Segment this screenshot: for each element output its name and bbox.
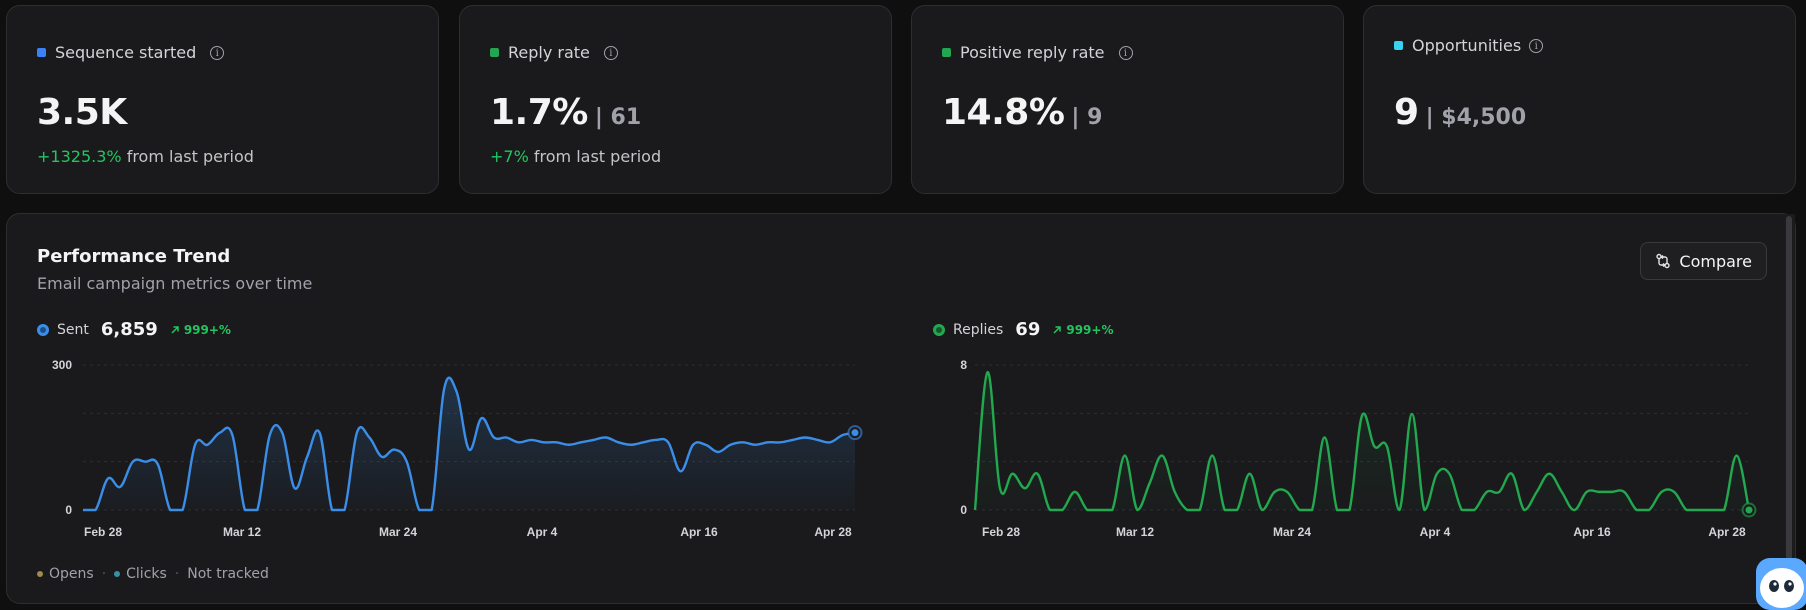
stat-card-positive-reply-rate: Positive reply rate i 14.8% | 9	[911, 5, 1344, 194]
opportunities-dot-icon	[1394, 41, 1403, 50]
sent-delta: 999+%	[170, 323, 231, 337]
end-marker	[851, 429, 859, 437]
replies-value: 69	[1015, 319, 1041, 340]
chart-legend: Opens · Clicks · Not tracked	[37, 566, 269, 582]
stat-secondary: | $4,500	[1425, 105, 1527, 130]
stat-label: Reply rate	[508, 43, 590, 62]
stat-value-row: 1.7% | 61	[490, 92, 641, 133]
info-icon[interactable]: i	[210, 45, 225, 60]
x-tick-label: Mar 12	[223, 525, 261, 539]
x-tick-label: Apr 28	[1708, 525, 1746, 539]
x-tick-label: Apr 28	[814, 525, 852, 539]
performance-title: Performance Trend	[37, 246, 231, 267]
stat-header: Reply rate i	[490, 43, 618, 62]
sent-area	[83, 377, 855, 510]
scrollbar-thumb[interactable]	[1786, 216, 1792, 584]
end-marker	[1745, 506, 1753, 514]
stat-delta-value: +1325.3%	[37, 147, 122, 166]
y-tick-label: 300	[52, 358, 72, 372]
stat-header: Sequence started i	[37, 43, 225, 62]
stat-value-row: 9 | $4,500	[1394, 92, 1526, 133]
stat-card-sequence-started: Sequence started i 3.5K +1325.3% from la…	[6, 5, 439, 194]
x-tick-label: Apr 16	[680, 525, 718, 539]
stat-header: Opportunities i	[1394, 36, 1544, 55]
replies-series-line	[973, 371, 1751, 512]
x-tick-label: Apr 4	[527, 525, 558, 539]
legend-separator: ·	[101, 566, 107, 582]
stat-delta: +1325.3% from last period	[37, 147, 254, 166]
x-tick-label: Mar 24	[379, 525, 417, 539]
info-icon[interactable]: i	[1529, 38, 1544, 53]
info-icon[interactable]: i	[603, 45, 618, 60]
x-tick-label: Apr 4	[1420, 525, 1451, 539]
scrollbar[interactable]	[1783, 214, 1795, 586]
trend-up-icon	[171, 325, 179, 334]
stat-header: Positive reply rate i	[942, 43, 1133, 62]
stat-delta-suffix: from last period	[533, 147, 662, 166]
stat-secondary: | 61	[594, 105, 642, 130]
mascot-face-icon	[1760, 568, 1804, 608]
compare-icon	[1656, 253, 1671, 269]
performance-trend-card: Performance Trend Email campaign metrics…	[6, 213, 1796, 604]
trend-up-icon	[1053, 325, 1062, 334]
performance-subtitle: Email campaign metrics over time	[37, 274, 313, 293]
compare-label: Compare	[1679, 251, 1752, 271]
replies-delta-value: 999+%	[1066, 322, 1114, 337]
stat-card-reply-rate: Reply rate i 1.7% | 61 +7% from last per…	[459, 5, 892, 194]
sent-label: Sent	[57, 321, 89, 338]
stat-value-row: 14.8% | 9	[942, 92, 1102, 133]
legend-separator: ·	[174, 566, 180, 582]
clicks-dot-icon	[114, 571, 121, 577]
info-icon[interactable]: i	[1118, 45, 1133, 60]
stat-secondary: | 9	[1071, 105, 1103, 130]
replies-dot-icon	[933, 323, 945, 336]
sent-value: 6,859	[100, 319, 158, 340]
replies-label: Replies	[953, 321, 1004, 338]
stat-value-row: 3.5K	[37, 92, 127, 133]
positive-dot-icon	[942, 48, 951, 57]
x-tick-label: Feb 28	[982, 525, 1020, 539]
legend-opens: Opens	[49, 566, 94, 582]
stat-label: Sequence started	[55, 43, 197, 62]
performance-charts: 300 0 Feb 28 Mar 12 Mar 24 Apr 4 Apr 16 Apr 28 8…	[52, 358, 1757, 539]
legend-not-tracked: Not tracked	[187, 566, 269, 582]
y-tick-label: 0	[960, 503, 967, 517]
reply-dot-icon	[490, 48, 499, 57]
stat-label: Opportunities	[1412, 36, 1522, 55]
x-tick-label: Apr 16	[1573, 525, 1611, 539]
compare-button[interactable]: Compare	[1640, 242, 1767, 280]
sequence-dot-icon	[37, 48, 46, 57]
y-tick-label: 8	[960, 358, 967, 372]
stat-card-opportunities: Opportunities i 9 | $4,500	[1363, 5, 1796, 194]
stat-delta-value: +7%	[490, 147, 529, 166]
x-tick-label: Feb 28	[84, 525, 122, 539]
opens-dot-icon	[37, 571, 43, 577]
stat-delta: +7% from last period	[490, 147, 661, 166]
stat-value: 9	[1394, 92, 1419, 133]
sent-dot-icon	[37, 323, 49, 336]
stat-label: Positive reply rate	[960, 43, 1105, 62]
x-tick-label: Mar 24	[1273, 525, 1311, 539]
stat-value: 3.5K	[37, 92, 127, 133]
replies-metric-header: Replies 69 999+%	[933, 319, 1114, 340]
stat-value: 1.7%	[490, 92, 588, 133]
replies-area	[975, 372, 1749, 510]
x-tick-label: Mar 12	[1116, 525, 1154, 539]
y-tick-label: 0	[65, 503, 72, 517]
assistant-mascot-icon[interactable]	[1756, 558, 1806, 610]
sent-metric-header: Sent 6,859 999+%	[37, 319, 231, 340]
stat-value: 14.8%	[942, 92, 1065, 133]
sent-delta-value: 999+%	[183, 322, 231, 337]
stat-delta-suffix: from last period	[126, 147, 254, 166]
legend-clicks: Clicks	[126, 566, 167, 582]
replies-delta: 999+%	[1052, 322, 1114, 337]
sent-series-line	[83, 376, 856, 512]
